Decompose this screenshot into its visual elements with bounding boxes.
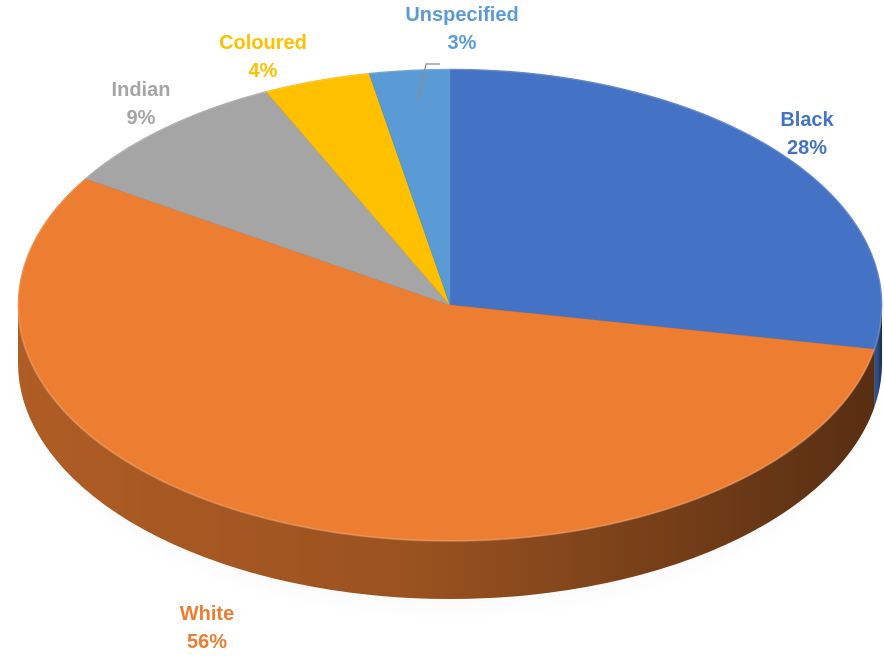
data-label-black: Black 28% xyxy=(780,109,834,159)
pie-slice-black xyxy=(449,68,883,350)
pie-slice-indian xyxy=(84,91,451,306)
data-label-indian: Indian 9% xyxy=(112,79,171,129)
data-label-name: Black xyxy=(780,109,834,131)
pie-slice-white xyxy=(17,178,875,542)
data-label-name: White xyxy=(180,603,234,625)
data-label-name: Unspecified xyxy=(405,4,518,26)
data-label-value: 28% xyxy=(787,137,827,159)
pie-side-white xyxy=(18,305,875,600)
data-label-unspecified: Unspecified 3% xyxy=(405,4,518,54)
data-label-value: 56% xyxy=(187,631,227,653)
pie-slice-unspecified xyxy=(368,68,451,306)
data-label-value: 4% xyxy=(249,60,278,82)
pie-side-black xyxy=(874,305,882,408)
data-label-coloured: Coloured 4% xyxy=(219,32,307,82)
pie-rim xyxy=(17,68,883,542)
data-label-value: 9% xyxy=(127,107,156,129)
data-label-white: White 56% xyxy=(180,603,234,653)
leader-line-unspecified xyxy=(417,63,440,102)
data-label-value: 3% xyxy=(448,32,477,54)
data-label-name: Coloured xyxy=(219,32,307,54)
data-label-name: Indian xyxy=(112,79,171,101)
